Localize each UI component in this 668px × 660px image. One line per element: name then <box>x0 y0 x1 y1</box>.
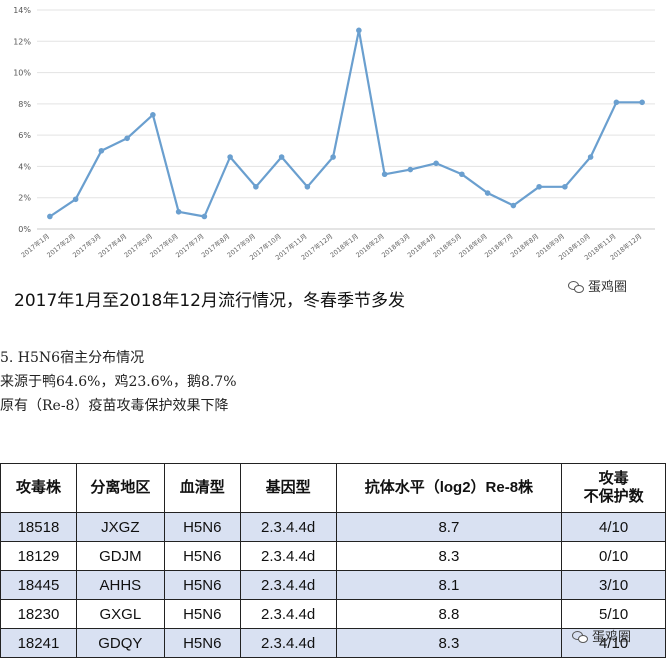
cell-serotype: H5N6 <box>163 599 241 629</box>
data-point <box>613 99 620 106</box>
watermark-text: 蛋鸡圈 <box>588 280 628 295</box>
line-chart: 0%2%4%6%8%10%12%14%2017年1月2017年2月2017年3月… <box>13 6 655 262</box>
data-point <box>587 154 594 160</box>
cell-antibody: 8.3 <box>335 628 563 658</box>
header-region: 分离地区 <box>75 463 165 513</box>
table-row: 18518 JXGZ H5N6 2.3.4.4d 8.7 4/10 <box>0 512 666 542</box>
data-point <box>124 135 130 142</box>
data-point <box>227 154 233 160</box>
wechat-icon <box>572 630 588 643</box>
data-point <box>253 183 259 190</box>
cell-region: GDQY <box>75 628 165 658</box>
cell-strain: 18445 <box>0 570 77 600</box>
data-point <box>201 213 208 220</box>
table-row: 18129 GDJM H5N6 2.3.4.4d 8.3 0/10 <box>0 541 666 571</box>
watermark: 蛋鸡圈 <box>568 276 627 295</box>
wechat-icon <box>568 280 584 293</box>
header-strain: 攻毒株 <box>0 463 77 513</box>
cell-genotype: 2.3.4.4d <box>239 628 337 658</box>
watermark: 蛋鸡圈 <box>572 626 631 645</box>
y-tick-label: 6% <box>18 131 31 140</box>
cell-antibody: 8.1 <box>335 570 563 600</box>
data-point <box>536 183 542 190</box>
header-unprotected: 攻毒 不保护数 <box>561 463 666 513</box>
data-point <box>459 171 465 178</box>
cell-region: GXGL <box>75 599 165 629</box>
data-point <box>356 27 362 34</box>
cell-serotype: H5N6 <box>163 628 241 658</box>
cell-serotype: H5N6 <box>163 541 241 571</box>
y-tick-label: 14% <box>13 6 31 15</box>
data-point <box>510 202 517 209</box>
y-tick-label: 0% <box>18 225 31 234</box>
y-tick-label: 10% <box>13 69 31 78</box>
header-serotype: 血清型 <box>163 463 241 513</box>
data-point <box>639 99 645 106</box>
cell-serotype: H5N6 <box>163 570 241 600</box>
series-line <box>49 29 643 218</box>
data-point <box>330 154 336 160</box>
data-point <box>562 183 568 190</box>
data-point <box>278 154 285 160</box>
data-point <box>484 190 491 196</box>
note-line-1: 5. H5N6宿主分布情况 <box>0 350 145 366</box>
cell-unprotected: 4/10 <box>561 512 666 542</box>
cell-strain: 18241 <box>0 628 77 658</box>
data-point <box>381 171 388 178</box>
data-point <box>47 213 53 220</box>
cell-unprotected: 4/10 <box>561 628 666 658</box>
cell-unprotected: 0/10 <box>561 541 666 571</box>
cell-antibody: 8.3 <box>335 541 563 571</box>
table-row: 18230 GXGL H5N6 2.3.4.4d 8.8 5/10 <box>0 599 666 629</box>
cell-region: JXGZ <box>75 512 165 542</box>
cell-genotype: 2.3.4.4d <box>239 570 337 600</box>
data-point <box>72 196 79 203</box>
chart-caption: 2017年1月至2018年12月流行情况，冬春季节多发 <box>14 291 405 311</box>
data-point <box>304 183 311 190</box>
cell-serotype: H5N6 <box>163 512 241 542</box>
cell-region: AHHS <box>75 570 165 600</box>
cell-unprotected: 3/10 <box>561 570 666 600</box>
cell-region: GDJM <box>75 541 165 571</box>
challenge-table: 攻毒株 分离地区 血清型 基因型 抗体水平（log2）Re-8株 攻毒 不保护数… <box>0 463 666 658</box>
table-row: 18445 AHHS H5N6 2.3.4.4d 8.1 3/10 <box>0 570 666 600</box>
cell-strain: 18230 <box>0 599 77 629</box>
cell-genotype: 2.3.4.4d <box>239 599 337 629</box>
cell-strain: 18518 <box>0 512 77 542</box>
header-genotype: 基因型 <box>239 463 337 513</box>
data-point <box>407 166 414 173</box>
y-tick-label: 8% <box>18 100 31 109</box>
y-tick-label: 2% <box>18 194 31 203</box>
watermark-text: 蛋鸡圈 <box>592 630 632 645</box>
notes: 5. H5N6宿主分布情况 来源于鸭64.6%，鸡23.6%，鹅8.7% 原有（… <box>0 346 237 418</box>
cell-unprotected: 5/10 <box>561 599 666 629</box>
data-point <box>150 112 156 118</box>
note-line-3: 原有（Re-8）疫苗攻毒保护效果下降 <box>0 398 229 414</box>
note-line-2: 来源于鸭64.6%，鸡23.6%，鹅8.7% <box>0 374 237 390</box>
data-point <box>175 208 182 215</box>
table-header-row: 攻毒株 分离地区 血清型 基因型 抗体水平（log2）Re-8株 攻毒 不保护数 <box>0 463 666 513</box>
y-tick-label: 4% <box>18 162 31 171</box>
cell-strain: 18129 <box>0 541 77 571</box>
data-point <box>98 147 105 154</box>
cell-genotype: 2.3.4.4d <box>239 512 337 542</box>
cell-antibody: 8.8 <box>335 599 563 629</box>
y-tick-label: 12% <box>13 37 31 46</box>
data-point <box>433 160 439 167</box>
cell-genotype: 2.3.4.4d <box>239 541 337 571</box>
cell-antibody: 8.7 <box>335 512 563 542</box>
table-row: 18241 GDQY H5N6 2.3.4.4d 8.3 4/10 <box>0 628 666 658</box>
header-antibody: 抗体水平（log2）Re-8株 <box>335 463 563 513</box>
